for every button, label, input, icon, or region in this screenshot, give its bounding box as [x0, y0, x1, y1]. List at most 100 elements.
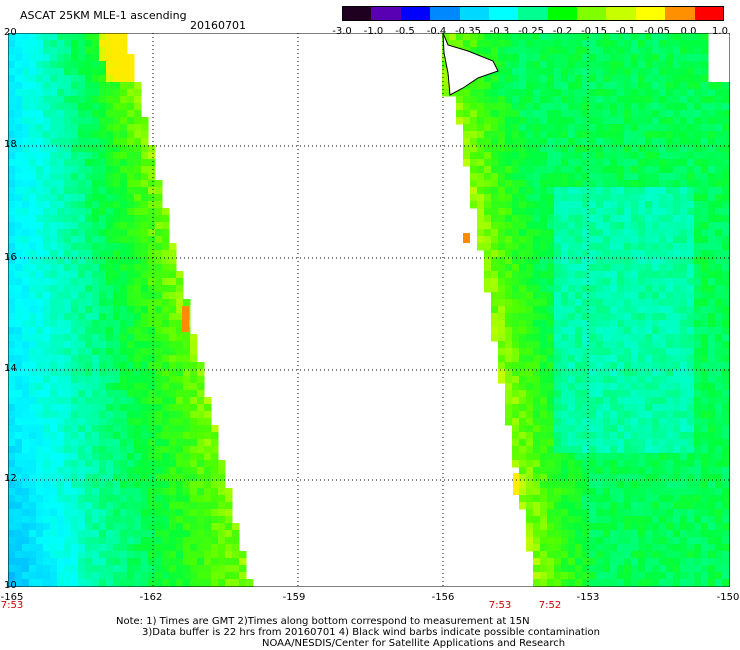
- swath-cell: [575, 502, 583, 510]
- swath-cell: [540, 509, 548, 517]
- swath-cell: [505, 299, 513, 307]
- swath-cell: [617, 390, 625, 398]
- swath-cell: [519, 397, 527, 405]
- swath-cell: [491, 285, 499, 293]
- swath-cell: [715, 509, 723, 517]
- swath-cell: [652, 376, 660, 384]
- swath-cell: [50, 390, 58, 398]
- swath-cell: [582, 453, 590, 461]
- swath-cell: [631, 250, 639, 258]
- swath-cell: [92, 544, 100, 552]
- swath-cell: [540, 124, 548, 132]
- swath-cell: [547, 306, 555, 314]
- swath-cell: [659, 82, 667, 90]
- swath-cell: [708, 397, 716, 405]
- swath-cell: [568, 523, 576, 531]
- swath-cell: [582, 467, 590, 475]
- swath-cell: [680, 390, 688, 398]
- swath-cell: [575, 152, 583, 160]
- swath-cell: [708, 460, 716, 468]
- swath-cell: [554, 411, 562, 419]
- swath-cell: [169, 404, 177, 412]
- swath-cell: [666, 75, 674, 83]
- swath-cell: [71, 75, 79, 83]
- swath-cell: [92, 411, 100, 419]
- swath-cell: [582, 516, 590, 524]
- swath-cell: [666, 243, 674, 251]
- swath-cell: [99, 369, 107, 377]
- swath-cell: [477, 194, 485, 202]
- swath-cell: [120, 369, 128, 377]
- swath-cell: [708, 495, 716, 503]
- swath-cell: [715, 145, 723, 153]
- swath-cell: [680, 348, 688, 356]
- swath-cell: [708, 208, 716, 216]
- swath-cell: [533, 75, 541, 83]
- swath-cell: [22, 306, 30, 314]
- swath-cell: [29, 138, 37, 146]
- swath-cell: [540, 502, 548, 510]
- swath-cell: [645, 481, 653, 489]
- swath-cell: [512, 306, 520, 314]
- swath-cell: [715, 418, 723, 426]
- swath-cell: [106, 320, 114, 328]
- swath-cell: [512, 439, 520, 447]
- swath-cell: [120, 341, 128, 349]
- swath-cell: [715, 425, 723, 433]
- swath-cell: [652, 215, 660, 223]
- swath-cell: [638, 285, 646, 293]
- swath-cell: [64, 82, 72, 90]
- swath-cell: [575, 355, 583, 363]
- swath-cell: [71, 488, 79, 496]
- swath-cell: [680, 320, 688, 328]
- swath-cell: [596, 460, 604, 468]
- swath-cell: [505, 313, 513, 321]
- swath-cell: [8, 159, 16, 167]
- swath-cell: [232, 579, 240, 587]
- swath-cell: [582, 439, 590, 447]
- swath-cell: [715, 327, 723, 335]
- swath-cell: [554, 390, 562, 398]
- swath-cell: [547, 460, 555, 468]
- swath-cell: [239, 579, 247, 587]
- swath-cell: [666, 355, 674, 363]
- swath-cell: [134, 460, 142, 468]
- swath-cell: [617, 173, 625, 181]
- swath-cell: [540, 278, 548, 286]
- swath-cell: [645, 572, 653, 580]
- swath-cell: [638, 404, 646, 412]
- swath-cell: [631, 453, 639, 461]
- swath-cell: [50, 306, 58, 314]
- swath-cell: [624, 257, 632, 265]
- swath-cell: [99, 285, 107, 293]
- swath-cell: [50, 250, 58, 258]
- swath-cell: [36, 68, 44, 76]
- swath-cell: [617, 495, 625, 503]
- swath-cell: [225, 551, 233, 559]
- swath-cell: [498, 131, 506, 139]
- swath-cell: [596, 509, 604, 517]
- swath-cell: [645, 551, 653, 559]
- swath-cell: [568, 551, 576, 559]
- swath-cell: [176, 362, 184, 370]
- swath-cell: [57, 166, 65, 174]
- swath-cell: [155, 460, 163, 468]
- swath-cell: [43, 411, 51, 419]
- swath-cell: [652, 117, 660, 125]
- swath-cell: [638, 460, 646, 468]
- swath-cell: [64, 565, 72, 573]
- swath-cell: [127, 453, 135, 461]
- swath-cell: [197, 509, 205, 517]
- swath-cell: [50, 54, 58, 62]
- swath-cell: [8, 278, 16, 286]
- swath-cell: [540, 313, 548, 321]
- swath-cell: [631, 355, 639, 363]
- swath-cell: [29, 145, 37, 153]
- swath-cell: [141, 467, 149, 475]
- swath-cell: [127, 418, 135, 426]
- swath-cell: [155, 572, 163, 580]
- swath-cell: [610, 446, 618, 454]
- swath-cell: [120, 131, 128, 139]
- swath-cell: [8, 488, 16, 496]
- swath-cell: [575, 481, 583, 489]
